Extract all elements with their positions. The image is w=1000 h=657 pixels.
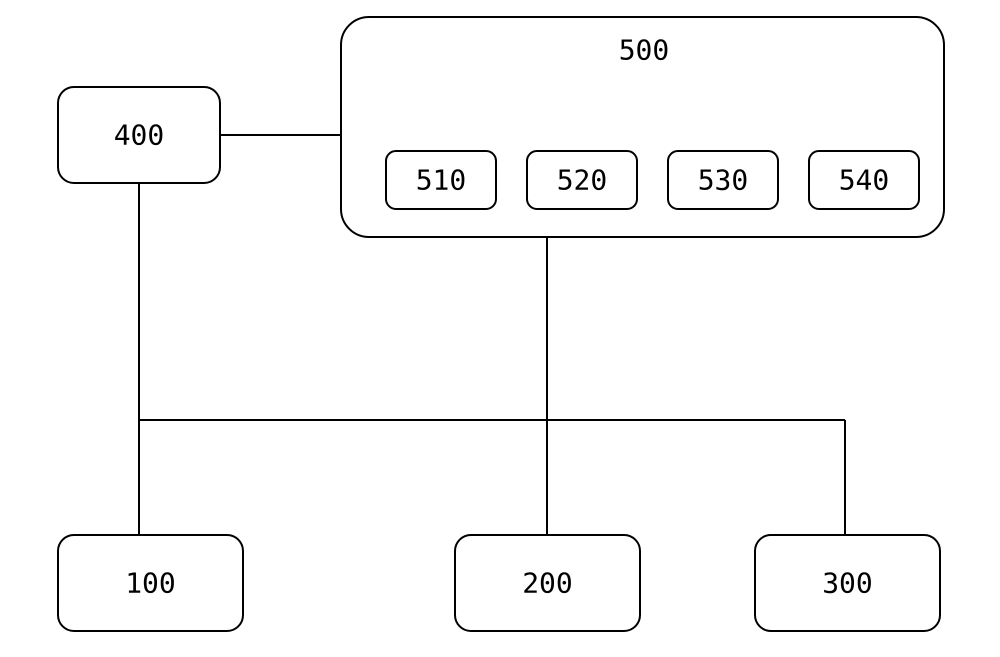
node-n510: 510 bbox=[386, 151, 496, 209]
node-n400: 400 bbox=[58, 87, 220, 183]
node-label: 300 bbox=[822, 567, 873, 600]
node-n200: 200 bbox=[455, 535, 640, 631]
node-label: 520 bbox=[557, 164, 608, 197]
node-label: 510 bbox=[416, 164, 467, 197]
node-label: 400 bbox=[114, 119, 165, 152]
node-label: 200 bbox=[522, 567, 573, 600]
node-label: 500 bbox=[619, 34, 670, 67]
node-n500: 500 bbox=[619, 34, 670, 67]
node-n530: 530 bbox=[668, 151, 778, 209]
node-n540: 540 bbox=[809, 151, 919, 209]
node-label: 540 bbox=[839, 164, 890, 197]
node-n300: 300 bbox=[755, 535, 940, 631]
node-n100: 100 bbox=[58, 535, 243, 631]
node-label: 530 bbox=[698, 164, 749, 197]
node-label: 100 bbox=[125, 567, 176, 600]
node-n520: 520 bbox=[527, 151, 637, 209]
diagram-canvas: 400 500 510 520 530 540 100 200 300 bbox=[0, 0, 1000, 657]
